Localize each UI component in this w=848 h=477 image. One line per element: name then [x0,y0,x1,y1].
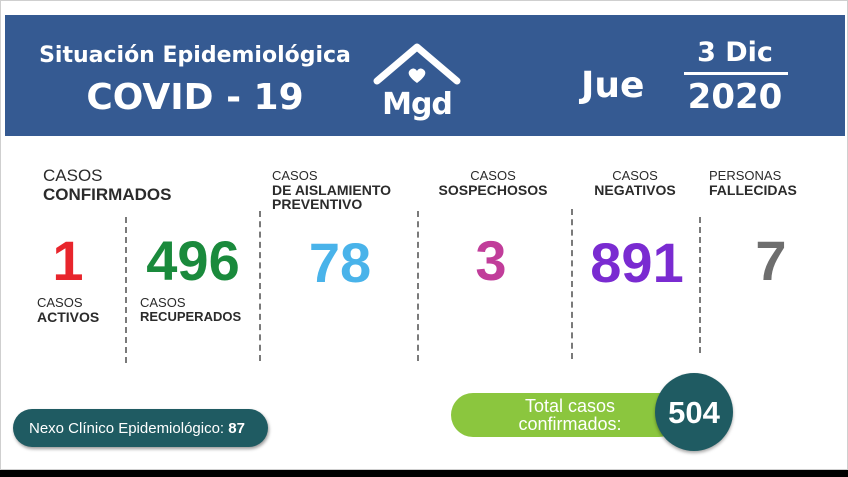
divider [571,209,573,359]
report-date-year: 2020 [687,77,783,117]
negativos-value: 891 [590,231,684,294]
recuperados-label: CASOS RECUPERADOS [140,295,242,324]
nexo-label: Nexo Clínico Epidemiológico: [29,420,225,437]
divider [259,211,261,361]
recuperados-value: 496 [146,229,240,292]
fallecidas-value: 7 [755,229,787,292]
nexo-badge: Nexo Clínico Epidemiológico: 87 [13,409,268,447]
date-divider [684,72,788,75]
aislamiento-value: 78 [308,231,372,294]
mgd-logo: Mgd [369,37,465,137]
total-value: 504 [668,395,720,430]
fallecidas-label: PERSONAS FALLECIDAS [709,168,797,198]
header-subtitle: COVID - 19 [86,77,304,118]
activos-label: CASOS ACTIVOS [37,295,100,325]
total-badge [451,393,681,437]
header-title: Situación Epidemiológica [39,43,351,68]
sospechosos-value: 3 [475,229,507,292]
nexo-text: Nexo Clínico Epidemiológico: 87 [29,420,245,437]
sospechosos-label: CASOS SOSPECHOSOS [438,168,548,198]
divider [699,217,701,353]
total-label: Total casos confirmados: [518,396,622,434]
divider [417,211,419,361]
report-day: Jue [581,65,645,106]
activos-value: 1 [52,229,84,292]
confirmados-label: CASOS CONFIRMADOS [43,166,172,205]
total-circle: 504 [655,373,733,451]
negativos-label: CASOS NEGATIVOS [594,168,676,198]
nexo-value: 87 [228,420,245,437]
header-banner: Situación Epidemiológica COVID - 19 Mgd … [5,15,845,136]
aislamiento-label: CASOS DE AISLAMIENTO PREVENTIVO [272,168,392,212]
divider [125,217,127,363]
house-heart-icon [373,43,461,85]
report-date-day-month: 3 Dic [697,37,773,68]
logo-text: Mgd [382,87,453,122]
